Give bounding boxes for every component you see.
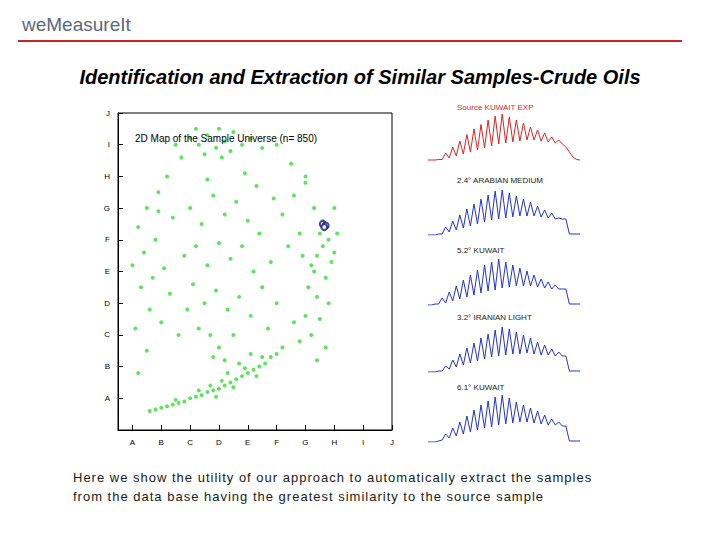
svg-text:5.2° KUWAIT: 5.2° KUWAIT bbox=[457, 246, 504, 255]
svg-text:A: A bbox=[105, 394, 111, 403]
svg-text:J: J bbox=[390, 438, 394, 447]
svg-text:D: D bbox=[216, 438, 222, 447]
svg-text:H: H bbox=[104, 172, 110, 181]
svg-text:H: H bbox=[331, 438, 337, 447]
svg-text:D: D bbox=[104, 299, 110, 308]
svg-text:I: I bbox=[362, 438, 364, 447]
svg-text:I: I bbox=[108, 140, 110, 149]
svg-text:2D Map of the Sample Universe: 2D Map of the Sample Universe (n= 850) bbox=[135, 133, 317, 144]
svg-text:F: F bbox=[274, 438, 279, 447]
svg-text:2.4° ARABIAN MEDIUM: 2.4° ARABIAN MEDIUM bbox=[457, 176, 543, 185]
svg-text:E: E bbox=[105, 267, 110, 276]
html-text:from the data base having the: from the data base having the greatest s… bbox=[73, 489, 544, 504]
svg-text:B: B bbox=[159, 438, 164, 447]
svg-text:6.1° KUWAIT: 6.1° KUWAIT bbox=[457, 383, 504, 392]
svg-text:A: A bbox=[130, 438, 136, 447]
html-text:Here we show the utility of ou: Here we show the utility of our approach… bbox=[73, 470, 593, 485]
html-text:Identification and Extraction: Identification and Extraction of Similar… bbox=[79, 66, 641, 88]
svg-text:E: E bbox=[245, 438, 250, 447]
svg-text:C: C bbox=[104, 330, 110, 339]
svg-text:G: G bbox=[302, 438, 308, 447]
html-text:weMeasureIt: weMeasureIt bbox=[22, 14, 131, 35]
svg-text:Source KUWAIT EXP: Source KUWAIT EXP bbox=[457, 103, 533, 112]
svg-text:G: G bbox=[104, 204, 110, 213]
svg-text:F: F bbox=[105, 235, 110, 244]
svg-text:C: C bbox=[187, 438, 193, 447]
svg-text:B: B bbox=[105, 362, 110, 371]
svg-text:3.2° IRANIAN LIGHT: 3.2° IRANIAN LIGHT bbox=[457, 313, 532, 322]
svg-text:J: J bbox=[106, 109, 110, 118]
